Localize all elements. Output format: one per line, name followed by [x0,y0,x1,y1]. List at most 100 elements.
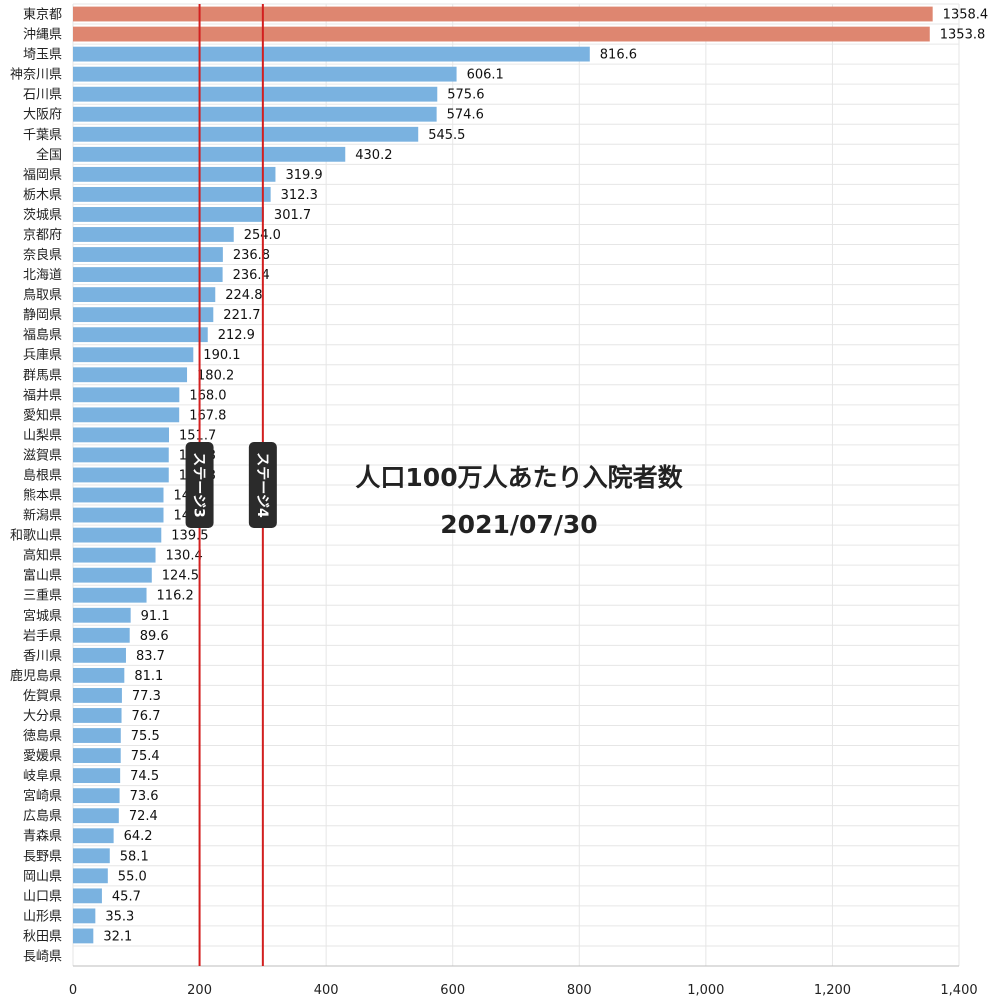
bar [73,567,152,583]
category-label: 秋田県 [23,929,62,944]
category-label: 宮城県 [23,608,62,624]
grid [72,3,960,967]
bar [73,768,121,784]
bar [73,607,131,623]
x-tick-label: 800 [567,983,592,998]
category-label: 福岡県 [23,168,62,183]
bar [73,347,194,363]
value-label: 180.2 [197,368,234,383]
bar [73,667,125,683]
category-label: 群馬県 [23,368,62,383]
stage-label: ステージ4 [254,452,270,518]
category-label: 青森県 [23,829,62,844]
category-label: 和歌山県 [10,529,62,544]
category-label: 東京都 [23,7,62,23]
category-label: 福島県 [23,328,62,343]
value-label: 575.6 [447,88,484,103]
category-label: 山形県 [23,909,62,924]
category-label: 長野県 [23,849,62,864]
value-label: 91.1 [141,609,170,624]
category-label: 福井県 [23,388,62,403]
category-label: 富山県 [23,568,62,584]
category-label: 佐賀県 [23,689,62,704]
value-label: 76.7 [132,709,161,724]
bar [73,86,438,102]
x-tick-label: 1,200 [814,983,851,998]
bar [73,106,437,122]
category-label: 鳥取県 [23,288,62,303]
value-label: 89.6 [140,629,169,644]
bar [73,207,264,222]
value-label: 116.2 [157,589,194,604]
bar [73,146,346,162]
bar [73,307,214,323]
value-label: 319.9 [285,168,322,183]
value-label: 81.1 [134,669,163,684]
category-label: 徳島県 [23,729,62,744]
bar [73,848,110,864]
category-label: 愛知県 [23,407,62,423]
category-label: 岩手県 [23,629,62,644]
category-label: 岡山県 [23,869,62,884]
category-label: 島根県 [23,468,62,483]
value-label: 75.5 [131,729,160,744]
bar [73,888,102,904]
x-tick-label: 200 [187,983,212,998]
stage-badge-background [185,442,214,528]
value-label: 139.5 [171,529,208,544]
category-label: 山口県 [23,889,62,904]
value-label: 72.4 [129,809,158,824]
value-label: 430.2 [355,148,392,163]
stage-badge-background [248,442,277,528]
category-label: 京都府 [23,228,62,243]
category-label: 愛媛県 [23,749,62,764]
value-label: 606.1 [467,68,504,83]
category-label: 兵庫県 [23,348,62,363]
bar [73,788,120,804]
bar [73,447,169,463]
bar [73,507,164,523]
bar [73,908,96,924]
bar [73,647,126,663]
value-label: 45.7 [112,889,141,904]
value-label: 55.0 [118,869,147,884]
bar [73,587,147,603]
bar [73,227,234,242]
category-label: 神奈川県 [10,68,62,83]
value-label: 1358.4 [943,8,989,23]
category-label: 高知県 [23,548,62,564]
category-label: 広島県 [23,809,62,824]
value-label: 58.1 [120,849,149,864]
stage-badge: ステージ4 [248,442,277,528]
value-label: 130.4 [166,549,203,564]
bar [73,688,122,703]
category-label: 北海道 [23,268,62,283]
bars [73,6,933,944]
value-label: 124.5 [162,569,199,584]
category-label: 滋賀県 [23,448,62,463]
bar [73,808,119,824]
reference-lines: ステージ3 ステージ4 [185,4,277,966]
bar [73,427,170,443]
category-label: 茨城県 [23,208,62,223]
value-label: 545.5 [428,128,465,143]
value-label: 1353.8 [940,28,986,43]
bar [73,407,180,423]
bar [73,287,216,303]
category-label: 全国 [36,147,62,163]
category-label: 鹿児島県 [10,668,62,684]
category-label: 静岡県 [23,308,62,323]
stage-label: ステージ3 [191,452,207,517]
bar [73,748,121,763]
bar [73,387,180,403]
value-label: 75.4 [131,749,160,764]
category-label: 石川県 [23,88,62,103]
bar [73,627,130,643]
value-label: 224.8 [225,288,262,303]
bar [73,487,164,503]
value-label: 167.8 [189,408,226,423]
category-label: 大分県 [23,709,62,724]
category-label: 栃木県 [23,188,62,203]
category-label: 奈良県 [23,247,62,263]
bar [73,66,457,82]
